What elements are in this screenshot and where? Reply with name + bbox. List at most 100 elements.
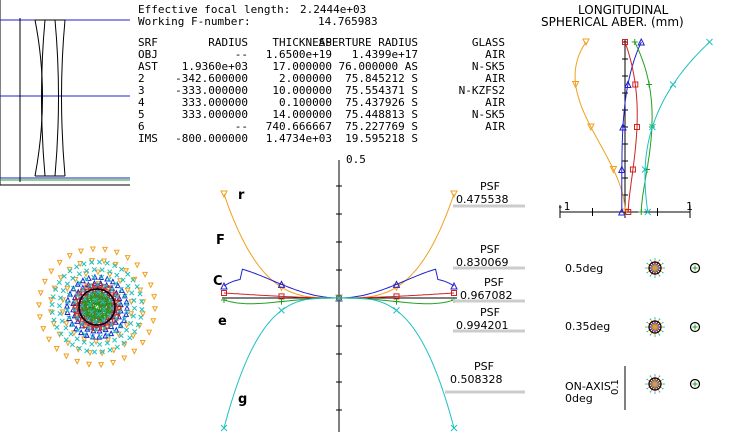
big-spot-marker-g-6-19 <box>112 263 118 269</box>
big-spot-marker-C-5-20 <box>113 292 118 297</box>
big-spot-marker-g-4-8 <box>64 299 70 305</box>
big-spot-marker-g-5-24 <box>130 313 136 319</box>
small-spot-dot-2-0-8 <box>649 375 652 378</box>
longitudinal-aberration-plot <box>559 37 713 218</box>
big-spot-marker-g-3-16 <box>116 308 122 315</box>
lsa-marker-e-40 <box>631 39 638 45</box>
lens-table-row-0-col-3: 1.4399e+17 <box>351 48 418 61</box>
big-spot-marker-g-3-12 <box>102 283 108 289</box>
big-spot-marker-g-2-10 <box>107 297 114 304</box>
small-spot-dot-0-1-9 <box>654 260 656 262</box>
big-spot-marker-C-5-26 <box>112 318 117 323</box>
lens-table-row-2-col-4: AIR <box>485 72 505 85</box>
small-spot-dot-0-1-3 <box>654 274 656 276</box>
big-spot-marker-g-6-31 <box>121 340 127 346</box>
big-spot-marker-g-3-3 <box>86 325 92 331</box>
lens-table-row-3-col-1: -333.000000 <box>175 84 248 97</box>
psf-r: PSF 0.475538 <box>456 180 516 206</box>
big-spot-marker-g-6-33 <box>107 347 113 353</box>
big-spot-marker-g-4-18 <box>122 293 128 299</box>
big-spot-marker-e-4-18 <box>105 300 110 306</box>
ray-fan-marker-e-75 <box>393 298 400 305</box>
lens-table-row-4-col-2: 0.100000 <box>279 96 332 109</box>
big-spot-marker-g-5-27 <box>118 333 124 339</box>
small-spot-dot-1-0-10 <box>658 318 661 321</box>
big-spot-marker-g-4-19 <box>124 301 130 307</box>
lens-table-row-0-col-4: AIR <box>485 48 505 61</box>
big-spot-marker-g-5-10 <box>60 288 66 294</box>
spot-label-0.5deg: 0.5deg <box>565 262 604 275</box>
ray-fan-marker-e-25 <box>278 298 285 305</box>
small-spot-dot-1-1-0 <box>661 326 663 328</box>
big-spot-marker-g-6-11 <box>56 279 62 285</box>
big-spot-marker-g-5-1 <box>89 341 95 347</box>
small-spot-dot-2-0-2 <box>658 390 661 393</box>
big-spot-marker-g-3-1 <box>101 325 107 331</box>
small-spot-core-2 <box>651 380 659 388</box>
big-spot-marker-g-5-0 <box>97 341 103 347</box>
big-spot-marker-r-5-14 <box>77 248 84 255</box>
big-spot-marker-g-4-15 <box>106 276 112 283</box>
big-spot-marker-g-4-0 <box>105 332 111 338</box>
big-spot-marker-g-5-19 <box>120 277 126 283</box>
big-spot-marker-g-5-7 <box>57 310 63 317</box>
small-spot-dot-2-1-0 <box>661 383 663 385</box>
ray-fan-scale-label: 0.5 <box>346 153 366 166</box>
lsa-tick-min: -1 <box>557 200 571 213</box>
big-spot-marker-g-6-9 <box>50 294 56 300</box>
big-spot-marker-g-4-20 <box>124 309 130 315</box>
big-spot-marker-g-6-4 <box>58 331 64 337</box>
lsa-marker-C-10 <box>629 166 636 173</box>
small-spot-dot-0-0-3 <box>654 276 656 278</box>
big-spot-marker-r-5-7 <box>36 314 43 321</box>
small-spot-dot-0-0-9 <box>654 258 656 260</box>
small-spot-dot-0-0-4 <box>649 274 652 277</box>
big-spot-marker-e-5-14 <box>90 291 96 296</box>
big-spot-marker-g-4-11 <box>76 280 82 286</box>
big-spot-marker-C-5-8 <box>72 304 78 309</box>
big-spot-marker-F-5-23 <box>123 304 130 311</box>
spot-label-on-axis: ON-AXIS 0deg <box>565 380 611 405</box>
big-spot-marker-g-2-5 <box>79 303 85 309</box>
lsa-curve-F <box>621 41 642 212</box>
big-spot-marker-g-4-16 <box>113 281 119 287</box>
big-spot-marker-e-4-8 <box>83 303 89 308</box>
lsa-marker-C-0 <box>625 209 632 215</box>
big-spot-marker-C-5-23 <box>116 305 122 310</box>
lsa-marker-F-20 <box>619 122 627 131</box>
big-spot-marker-g-4-9 <box>66 292 73 298</box>
big-spot-marker-g-3-7 <box>72 299 78 306</box>
big-spot-marker-r-4-9 <box>51 285 58 292</box>
big-spot-marker-g-6-10 <box>53 286 59 292</box>
lens-table-row-2-col-3: 75.845212 S <box>345 72 418 85</box>
big-spot-marker-g-4-14 <box>99 274 105 280</box>
small-spot-dot-1-0-0 <box>663 326 665 328</box>
big-spot-marker-g-3-14 <box>114 293 120 299</box>
small-spot-dot-1-1-3 <box>654 333 656 335</box>
small-spot-dot-0-1-6 <box>647 267 649 269</box>
small-spot-airy-2 <box>648 377 662 391</box>
big-spot-marker-g-5-14 <box>84 268 90 274</box>
big-spot-marker-r-5-5 <box>45 336 52 343</box>
lsa-marker-r-40 <box>582 38 590 47</box>
psf-g: PSF 0.508328 <box>450 360 510 386</box>
big-spot-marker-r-5-4 <box>53 346 60 353</box>
large-spot-diagram <box>36 246 158 369</box>
big-spot-marker-g-2-2 <box>93 319 99 325</box>
big-spot-marker-g-3-4 <box>79 321 85 327</box>
big-spot-marker-r-4-12 <box>77 261 84 268</box>
big-spot-marker-C-5-27 <box>108 321 114 327</box>
ray-fan-marker-g-50 <box>335 294 343 302</box>
ray-fan-marker-F-0 <box>220 281 228 290</box>
big-spot-marker-g-6-8 <box>49 301 55 308</box>
small-spot-dot-1-0-9 <box>654 317 656 319</box>
big-spot-marker-r-5-3 <box>63 353 70 360</box>
big-spot-marker-e-4-10 <box>86 297 91 303</box>
small-spot-dot-2-0-7 <box>646 378 649 381</box>
big-spot-marker-g-5-12 <box>70 275 76 281</box>
ray-fan-marker-F-25 <box>277 280 286 288</box>
big-spot-marker-r-4-18 <box>137 287 144 294</box>
lens-table-row-6-col-0: 6 <box>138 120 145 133</box>
spot-scale-label: 0.1 <box>610 379 621 395</box>
